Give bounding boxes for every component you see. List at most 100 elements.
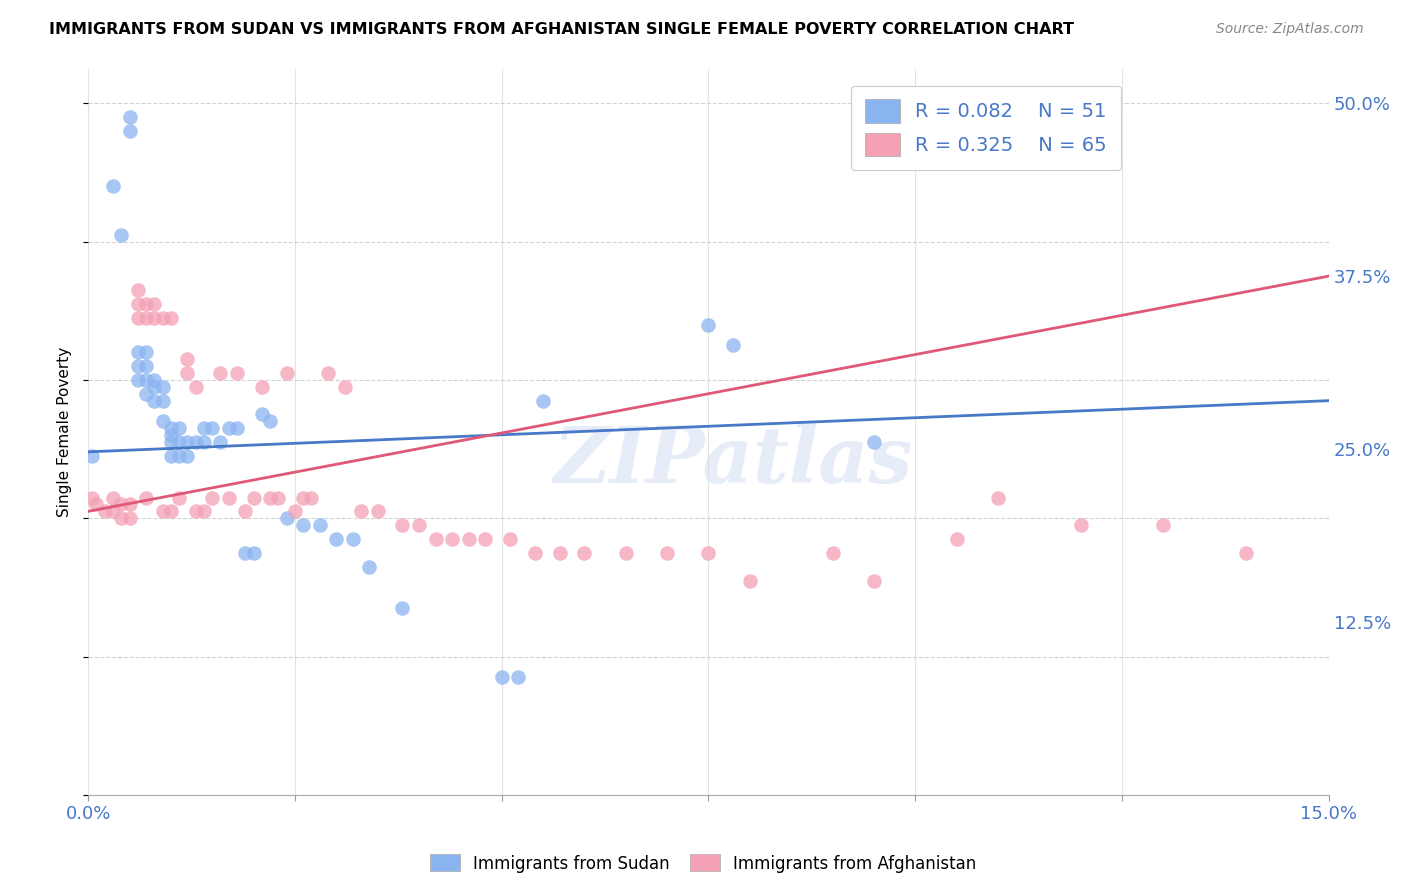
Point: [1234, 546, 1257, 560]
Point: [143, 297, 166, 311]
Point: [193, 504, 215, 518]
Point: [614, 546, 637, 560]
Point: [176, 435, 198, 450]
Point: [723, 338, 745, 352]
Point: [167, 435, 190, 450]
Point: [127, 297, 149, 311]
Text: Source: ZipAtlas.com: Source: ZipAtlas.com: [1216, 22, 1364, 37]
Point: [184, 380, 207, 394]
Text: ZIPatlas: ZIPatlas: [554, 423, 912, 500]
Point: [242, 546, 264, 560]
Point: [276, 511, 298, 525]
Point: [259, 491, 281, 505]
Point: [316, 366, 339, 380]
Point: [259, 414, 281, 428]
Point: [863, 574, 886, 588]
Point: [176, 352, 198, 367]
Point: [491, 670, 513, 684]
Y-axis label: Single Female Poverty: Single Female Poverty: [58, 347, 72, 517]
Point: [176, 366, 198, 380]
Point: [284, 504, 307, 518]
Point: [127, 283, 149, 297]
Point: [135, 386, 157, 401]
Point: [143, 380, 166, 394]
Point: [152, 380, 174, 394]
Point: [101, 504, 124, 518]
Point: [276, 366, 298, 380]
Point: [160, 310, 183, 325]
Point: [193, 435, 215, 450]
Point: [531, 393, 554, 408]
Point: [292, 518, 315, 533]
Point: [135, 310, 157, 325]
Point: [110, 498, 132, 512]
Point: [93, 504, 115, 518]
Point: [1152, 518, 1174, 533]
Point: [308, 518, 330, 533]
Point: [209, 366, 232, 380]
Point: [110, 511, 132, 525]
Point: [457, 532, 479, 546]
Point: [425, 532, 447, 546]
Point: [176, 449, 198, 463]
Point: [135, 297, 157, 311]
Point: [118, 498, 141, 512]
Legend: R = 0.082    N = 51, R = 0.325    N = 65: R = 0.082 N = 51, R = 0.325 N = 65: [851, 86, 1121, 169]
Point: [250, 408, 273, 422]
Point: [267, 491, 290, 505]
Point: [209, 435, 232, 450]
Point: [152, 504, 174, 518]
Point: [160, 421, 183, 435]
Point: [301, 491, 323, 505]
Point: [697, 318, 720, 332]
Point: [821, 546, 844, 560]
Point: [152, 393, 174, 408]
Point: [118, 124, 141, 138]
Point: [233, 504, 256, 518]
Point: [135, 373, 157, 387]
Point: [359, 559, 381, 574]
Point: [391, 601, 413, 615]
Point: [118, 511, 141, 525]
Point: [167, 491, 190, 505]
Point: [333, 380, 356, 394]
Point: [127, 373, 149, 387]
Point: [738, 574, 761, 588]
Point: [86, 498, 108, 512]
Point: [152, 310, 174, 325]
Text: IMMIGRANTS FROM SUDAN VS IMMIGRANTS FROM AFGHANISTAN SINGLE FEMALE POVERTY CORRE: IMMIGRANTS FROM SUDAN VS IMMIGRANTS FROM…: [49, 22, 1074, 37]
Point: [523, 546, 546, 560]
Point: [226, 421, 249, 435]
Point: [218, 491, 240, 505]
Point: [82, 449, 104, 463]
Point: [201, 421, 224, 435]
Point: [250, 380, 273, 394]
Point: [160, 428, 183, 442]
Point: [193, 421, 215, 435]
Point: [184, 435, 207, 450]
Point: [135, 345, 157, 359]
Point: [474, 532, 496, 546]
Point: [135, 359, 157, 373]
Point: [184, 504, 207, 518]
Point: [143, 310, 166, 325]
Point: [143, 393, 166, 408]
Point: [160, 435, 183, 450]
Point: [242, 491, 264, 505]
Point: [408, 518, 430, 533]
Point: [226, 366, 249, 380]
Point: [863, 435, 886, 450]
Point: [167, 421, 190, 435]
Point: [101, 179, 124, 194]
Point: [499, 532, 522, 546]
Point: [292, 491, 315, 505]
Legend: Immigrants from Sudan, Immigrants from Afghanistan: Immigrants from Sudan, Immigrants from A…: [423, 847, 983, 880]
Point: [82, 491, 104, 505]
Point: [325, 532, 347, 546]
Point: [127, 310, 149, 325]
Point: [1070, 518, 1092, 533]
Point: [201, 491, 224, 505]
Point: [342, 532, 364, 546]
Point: [987, 491, 1010, 505]
Point: [697, 546, 720, 560]
